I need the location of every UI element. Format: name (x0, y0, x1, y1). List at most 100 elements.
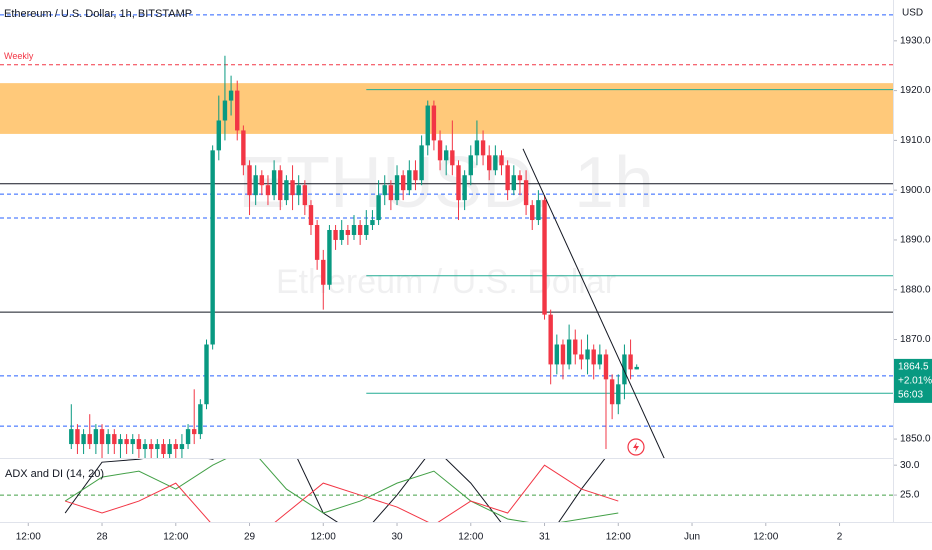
candle-body (173, 444, 178, 450)
trendline (522, 148, 665, 458)
candle-body (296, 185, 301, 196)
candle-body (407, 170, 412, 191)
x-tick-label: 12:00 (458, 532, 483, 543)
candle-body (394, 175, 400, 201)
y-tick-label: 1870.0 (900, 334, 931, 345)
x-tick-label: 12:00 (163, 532, 188, 543)
candle-body (204, 344, 209, 405)
candle-body (105, 434, 111, 445)
candle-body (167, 444, 172, 455)
candle-body (136, 439, 142, 450)
x-tick-label: 12:00 (311, 532, 336, 543)
y2-tick-label: 25.0 (900, 490, 920, 501)
y-tick-label: 1880.0 (900, 284, 931, 295)
y-tick-label: 1930.0 (900, 35, 931, 46)
indicator-line (64, 459, 619, 522)
x-tick-label: 29 (244, 532, 256, 543)
candle-body (69, 429, 74, 445)
candle-body (560, 344, 566, 365)
candle-body (437, 140, 443, 161)
candle-body (284, 180, 289, 201)
y-tick-label: 1920.0 (900, 85, 931, 96)
currency: USD (902, 8, 923, 19)
candle-body (456, 165, 461, 201)
candle-body (523, 180, 529, 206)
watermark-name: Ethereum / U.S. Dollar (276, 263, 616, 301)
candle-body (634, 366, 639, 370)
candle-body (99, 429, 105, 445)
candle-body (425, 105, 430, 146)
candle-body (382, 185, 387, 196)
candle-body (259, 175, 265, 186)
candle-body (253, 175, 258, 196)
candle-body (222, 100, 228, 121)
candle-body (462, 175, 467, 201)
candle-body (333, 229, 338, 240)
candle-body (450, 150, 455, 166)
x-tick-label: 12:00 (16, 532, 41, 543)
x-tick-label: 2 (837, 532, 843, 543)
indicator-line (64, 464, 619, 522)
candle-body (308, 205, 314, 226)
y-tick-label: 1850.0 (900, 434, 931, 445)
candle-body (364, 225, 369, 235)
candle-body (542, 200, 547, 315)
candle-body (370, 220, 375, 226)
candle-body (124, 439, 129, 445)
candle-body (290, 180, 295, 196)
candle-body (530, 205, 535, 221)
candle-body (216, 120, 221, 151)
candle-body (511, 175, 516, 191)
price-tag-countdown: 56:03 (898, 390, 923, 401)
candle-body (585, 349, 590, 360)
candle-body (210, 150, 215, 345)
candle-body (179, 444, 185, 450)
candle-body (198, 404, 203, 435)
candle-body (548, 314, 553, 365)
candle-body (573, 339, 578, 355)
candle-body (487, 155, 492, 171)
candle-body (161, 444, 166, 455)
y-tick-label: 1900.0 (900, 185, 931, 196)
candle-body (130, 439, 135, 445)
candle-body (628, 354, 633, 370)
candle-body (87, 434, 92, 445)
candle-body (271, 170, 277, 196)
candle-body (192, 429, 197, 435)
candle-body (566, 339, 572, 365)
x-tick-label: 12:00 (753, 532, 778, 543)
candle-body (314, 225, 320, 260)
candle-body (554, 344, 560, 365)
candle-body (419, 145, 424, 181)
candle-body (148, 444, 154, 450)
candle-body (591, 349, 596, 365)
candle-body (480, 140, 486, 156)
candle-body (112, 434, 117, 445)
candle-body (622, 354, 627, 385)
price-tag-value: 1864.5 (898, 362, 929, 373)
candle-body (118, 439, 123, 445)
candle-body (302, 185, 308, 206)
candle-body (339, 229, 344, 240)
candle-body (81, 434, 86, 445)
candle-body (93, 429, 99, 445)
indicator-title: ADX and DI (14, 20) (5, 468, 104, 480)
candle-body (327, 229, 332, 285)
y-tick-label: 1910.0 (900, 135, 931, 146)
candle-body (517, 175, 523, 181)
axes: 1850.01860.01870.01880.01890.01900.01910… (16, 35, 932, 543)
price-tag-change: +2.01% (898, 376, 932, 387)
y2-tick-label: 30.0 (900, 460, 920, 471)
x-tick-label: 28 (96, 532, 108, 543)
candle-body (351, 225, 357, 235)
candle-body (235, 90, 240, 131)
candle-body (388, 185, 394, 201)
candle-body (413, 170, 418, 181)
candle-body (468, 155, 473, 176)
candle-body (142, 444, 148, 450)
candle-body (474, 140, 480, 156)
candle-body (321, 259, 326, 285)
alert-icon[interactable] (627, 438, 645, 456)
candle-body (241, 130, 246, 166)
x-tick-label: 30 (391, 532, 403, 543)
